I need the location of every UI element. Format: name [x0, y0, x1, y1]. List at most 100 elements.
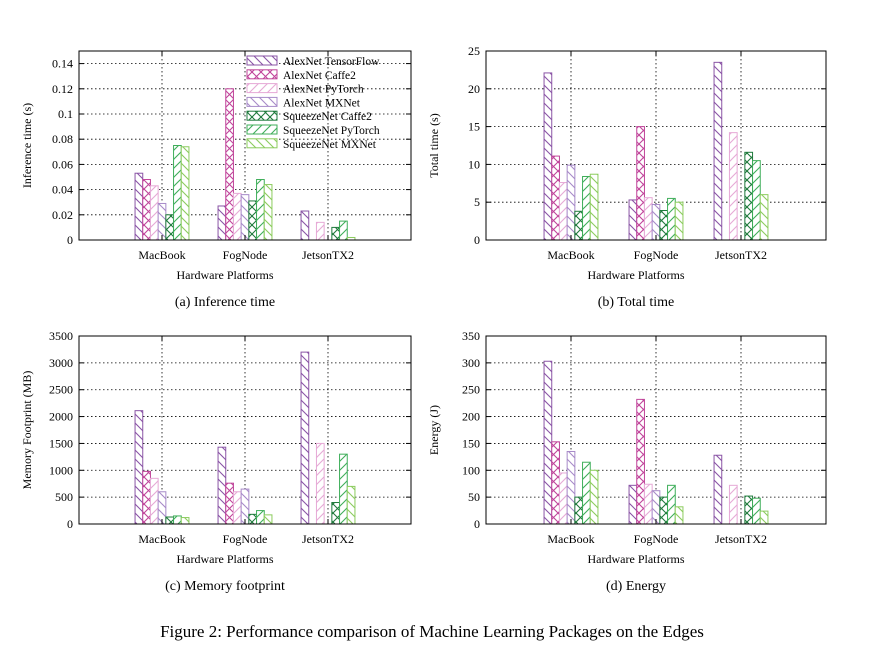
y-tick-label: 15 — [468, 120, 480, 134]
bar-squeezenet-caffe2-macbook — [165, 516, 175, 525]
y-tick-label: 300 — [462, 356, 480, 370]
bar-squeezenet-caffe2-macbook — [574, 496, 584, 525]
bar-alexnet-mxnet-fognode — [651, 203, 661, 241]
bar-alexnet-pytorch-fognode — [643, 483, 653, 525]
bar-alexnet-caffe2-fognode — [225, 88, 234, 241]
y-tick-label: 350 — [462, 329, 480, 343]
panel-caption: (a) Inference time — [175, 295, 275, 310]
bar-squeezenet-pytorch-jetsontx2 — [752, 160, 761, 241]
y-axis-label: Energy (J) — [427, 405, 441, 455]
y-axis-label: Inference time (s) — [20, 103, 34, 188]
bar-squeezenet-pytorch-macbook — [582, 461, 591, 525]
legend-swatch — [246, 96, 278, 107]
bar-squeezenet-mxnet-macbook — [589, 469, 599, 525]
bar-squeezenet-mxnet-fognode — [674, 201, 684, 241]
x-tick-label: MacBook — [138, 248, 185, 262]
bar-alexnet-caffe2-fognode — [225, 482, 234, 525]
bar-squeezenet-pytorch-jetsontx2 — [339, 453, 348, 525]
bar-squeezenet-caffe2-macbook — [574, 210, 584, 241]
bar-squeezenet-caffe2-jetsontx2 — [744, 495, 754, 525]
bar-squeezenet-pytorch-jetsontx2 — [339, 220, 348, 241]
legend-swatch — [246, 55, 278, 66]
y-tick-label: 150 — [462, 436, 480, 450]
panel-caption: (c) Memory footprint — [165, 579, 285, 594]
bar-alexnet-mxnet-fognode — [240, 488, 250, 525]
bar-alexnet-mxnet-macbook — [566, 450, 576, 525]
legend-swatch — [246, 124, 278, 135]
bar-alexnet-tensorflow-macbook — [134, 172, 144, 241]
bar-alexnet-pytorch-fognode — [232, 192, 242, 241]
y-tick-label: 10 — [468, 157, 480, 171]
legend-label: AlexNet TensorFlow — [283, 56, 380, 68]
bar-alexnet-tensorflow-fognode — [217, 446, 227, 525]
legend-label: AlexNet MXNet — [283, 97, 361, 109]
legend-label: AlexNet PyTorch — [283, 84, 364, 96]
x-tick-label: JetsonTX2 — [715, 248, 767, 262]
chart-panel-4: 0 50 100 150 200 250 300 350 MacBook FogNode Jetso… — [427, 329, 827, 594]
y-tick-label: 0.02 — [52, 208, 73, 222]
legend-swatch — [246, 69, 278, 80]
y-tick-label: 0.06 — [52, 157, 73, 171]
legend-swatch — [246, 138, 278, 149]
bar-alexnet-pytorch-jetsontx2 — [315, 221, 325, 241]
bar-alexnet-tensorflow-macbook — [543, 360, 553, 525]
bar-alexnet-tensorflow-jetsontx2 — [300, 210, 310, 241]
bar-squeezenet-mxnet-fognode — [263, 184, 273, 241]
bar-alexnet-pytorch-jetsontx2 — [728, 484, 738, 525]
bar-alexnet-pytorch-macbook — [149, 477, 159, 525]
bar-alexnet-pytorch-macbook — [149, 185, 159, 241]
y-tick-label: 50 — [468, 490, 480, 504]
bar-alexnet-pytorch-fognode — [643, 197, 653, 241]
x-tick-label: MacBook — [547, 248, 594, 262]
bar-alexnet-pytorch-jetsontx2 — [315, 442, 325, 525]
y-tick-label: 200 — [462, 410, 480, 424]
bar-alexnet-tensorflow-macbook — [134, 410, 144, 525]
y-tick-label: 25 — [468, 44, 480, 58]
bar-squeezenet-mxnet-macbook — [180, 517, 190, 525]
chart-panel-1: 0 0.02 0.04 0.06 0.08 0.1 0.12 0.14 MacBook FogNo… — [20, 50, 412, 310]
bar-squeezenet-pytorch-macbook — [582, 175, 591, 241]
bar-squeezenet-mxnet-fognode — [263, 514, 273, 525]
x-tick-label: JetsonTX2 — [302, 248, 354, 262]
legend-label: AlexNet Caffe2 — [283, 70, 356, 82]
legend-label: SqueezeNet Caffe2 — [283, 111, 372, 123]
legend-label: SqueezeNet MXNet — [283, 139, 377, 151]
bar-squeezenet-mxnet-jetsontx2 — [759, 194, 769, 241]
x-tick-label: FogNode — [634, 248, 679, 262]
bar-alexnet-caffe2-fognode — [636, 126, 645, 241]
bar-alexnet-tensorflow-fognode — [628, 199, 638, 241]
chart-panel-3: 0 500 1000 1500 2000 2500 3000 3500 MacBook FogNo… — [20, 329, 412, 594]
y-tick-label: 5 — [474, 195, 480, 209]
y-axis-label: Total time (s) — [427, 113, 441, 177]
y-tick-label: 3500 — [49, 329, 73, 343]
bar-alexnet-caffe2-macbook — [551, 441, 560, 525]
legend-swatch — [246, 83, 278, 94]
x-tick-label: JetsonTX2 — [302, 532, 354, 546]
y-tick-label: 3000 — [49, 356, 73, 370]
bar-squeezenet-pytorch-fognode — [256, 179, 265, 241]
x-tick-label: MacBook — [138, 532, 185, 546]
bar-alexnet-mxnet-macbook — [157, 202, 167, 241]
bar-alexnet-tensorflow-jetsontx2 — [713, 454, 723, 525]
bar-alexnet-pytorch-macbook — [558, 182, 568, 241]
bar-alexnet-tensorflow-jetsontx2 — [713, 61, 723, 241]
legend: AlexNet TensorFlow AlexNet Caffe2 AlexNet … — [246, 55, 380, 151]
y-axis-label: Memory Footprint (MB) — [20, 371, 34, 490]
bar-squeezenet-caffe2-macbook — [165, 214, 175, 241]
bar-squeezenet-caffe2-jetsontx2 — [331, 502, 341, 525]
y-tick-label: 0.08 — [52, 132, 73, 146]
y-tick-label: 0 — [474, 517, 480, 531]
y-tick-label: 2000 — [49, 410, 73, 424]
y-tick-label: 2500 — [49, 383, 73, 397]
bar-squeezenet-caffe2-jetsontx2 — [331, 226, 341, 241]
panel-caption: (b) Total time — [598, 295, 675, 310]
legend-label: SqueezeNet PyTorch — [283, 125, 380, 137]
bar-squeezenet-pytorch-macbook — [173, 145, 182, 241]
bar-alexnet-tensorflow-fognode — [628, 484, 638, 525]
bar-squeezenet-mxnet-fognode — [674, 506, 684, 525]
bar-alexnet-caffe2-fognode — [636, 398, 645, 525]
x-axis-label: Hardware Platforms — [588, 268, 685, 282]
y-tick-label: 0.1 — [58, 107, 73, 121]
x-tick-label: FogNode — [223, 248, 268, 262]
bar-alexnet-pytorch-jetsontx2 — [728, 132, 738, 241]
